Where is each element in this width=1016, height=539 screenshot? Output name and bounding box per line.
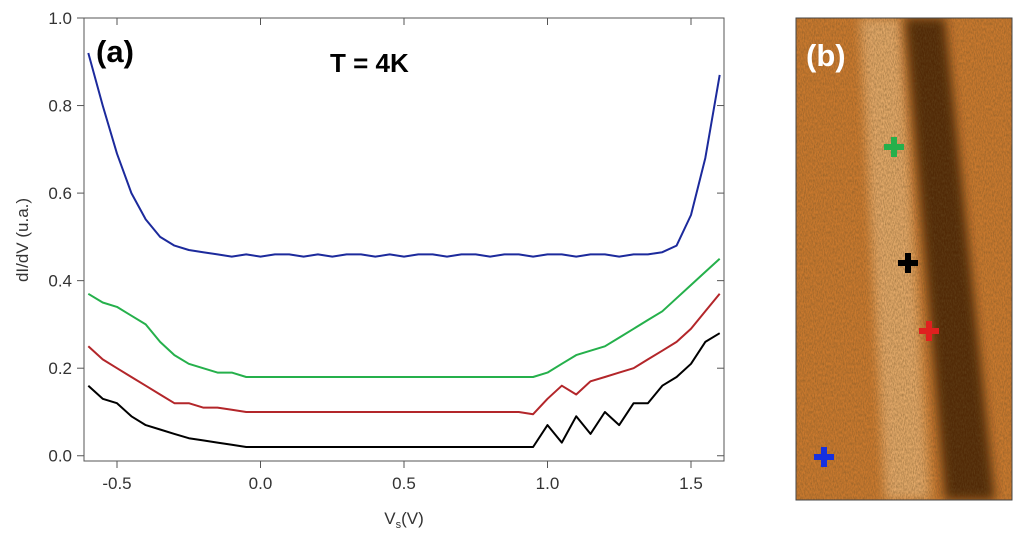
y-tick-label: 0.4 [48,272,72,291]
x-tick-label: 0.5 [392,474,416,493]
marker-cross [919,321,939,341]
position-markers [814,137,939,467]
y-tick-label: 0.2 [48,359,72,378]
marker-cross [814,447,834,467]
data-line [87,52,721,258]
y-axis-label: dI/dV (u.a.) [13,198,32,282]
y-tick-label: 0.8 [48,97,72,116]
marker-cross [884,137,904,157]
x-tick-label: 0.0 [249,474,273,493]
panel-label: (b) [806,38,846,73]
stm-image [796,18,1012,500]
temperature-label: T = 4K [330,48,409,78]
data-line [87,332,721,448]
y-tick-label: 0.0 [48,447,72,466]
panel-label: (a) [96,34,134,69]
x-axis-label-main: V [384,509,396,528]
image-frame [795,17,1013,501]
image-texture [796,18,1012,500]
x-tick-label: -0.5 [102,474,131,493]
plot-frame [83,17,725,462]
y-tick-label: 1.0 [48,9,72,28]
x-axis-label-sub: s [396,519,402,531]
x-tick-label: 1.0 [536,474,560,493]
marker-cross [898,253,918,273]
plot-marks: 0.0 0.2 0.4 0.6 0.8 1.0 -0.5 0.0 0.5 1.0 1.5 [48,9,724,493]
x-axis-label: Vs(V) [384,509,424,531]
data-line [87,293,721,416]
x-axis-label-unit: (V) [401,509,424,528]
x-tick-label: 1.5 [679,474,703,493]
y-tick-label: 0.6 [48,184,72,203]
data-line [87,258,721,378]
